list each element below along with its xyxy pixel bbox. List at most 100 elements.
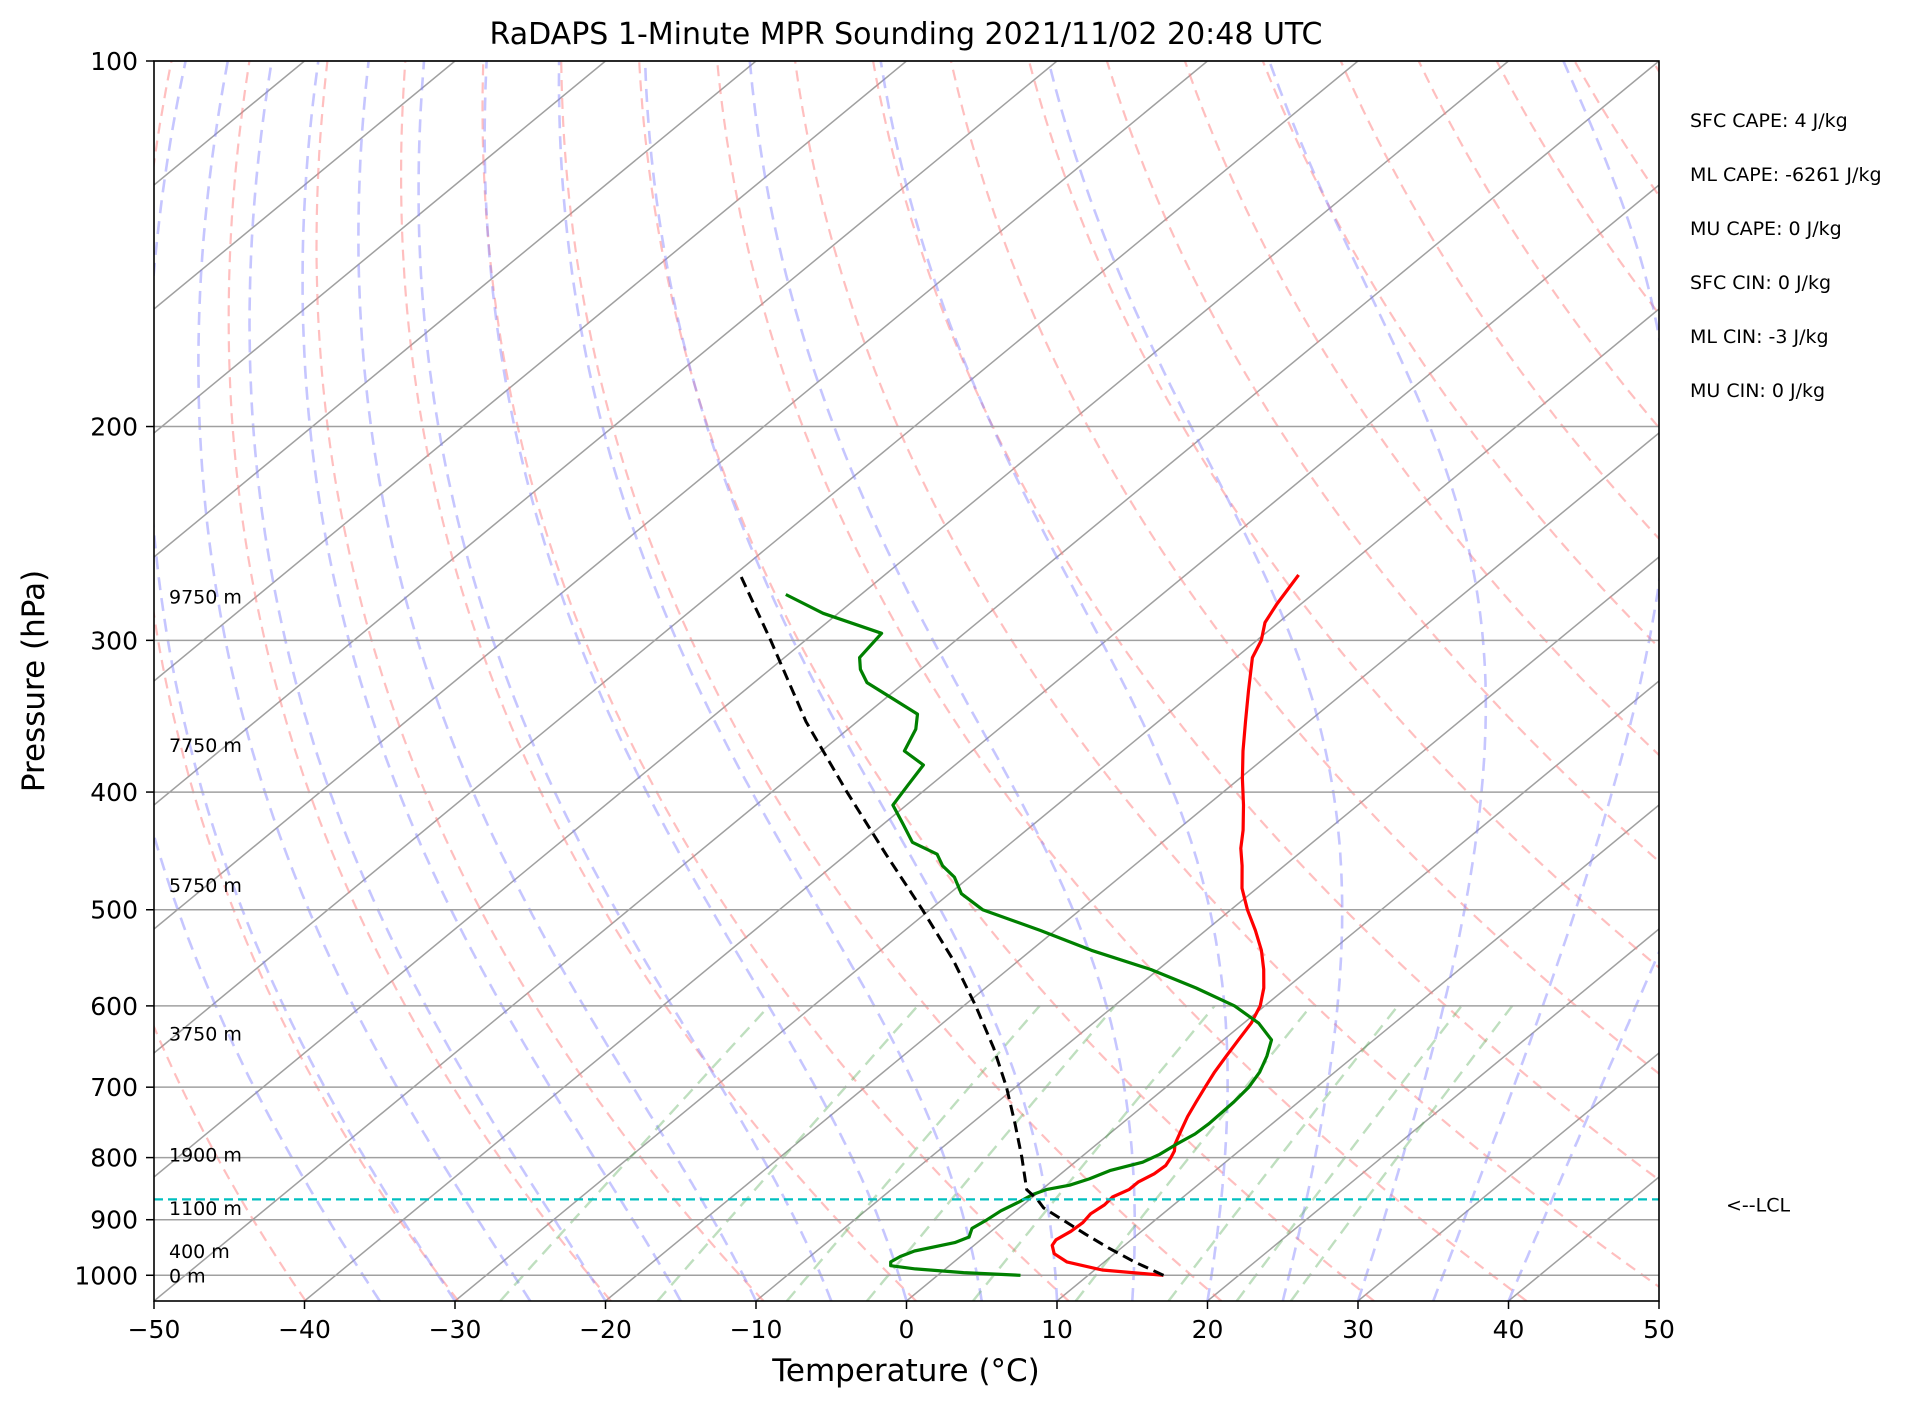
dry-adiabat-line bbox=[560, 61, 1223, 1301]
isotherm-line bbox=[605, 432, 1659, 1301]
chart-title: RaDAPS 1-Minute MPR Sounding 2021/11/02 … bbox=[490, 17, 1323, 52]
dry-adiabat-line bbox=[716, 61, 1528, 1301]
isotherm-line bbox=[1056, 804, 1659, 1301]
dewpoint-profile-line bbox=[785, 593, 1274, 1277]
y-tick-label: 100 bbox=[90, 47, 138, 76]
stat-sfc-cape: SFC CAPE: 4 J/kg bbox=[1690, 110, 1848, 132]
stat-ml-cin: ML CIN: -3 J/kg bbox=[1690, 326, 1829, 348]
x-tick-label: 50 bbox=[1643, 1315, 1675, 1344]
y-tick-label: 600 bbox=[90, 992, 138, 1021]
x-tick-label: −40 bbox=[278, 1315, 331, 1344]
isotherm-line bbox=[154, 61, 757, 558]
moist-adiabat-line bbox=[1507, 949, 1659, 1301]
height-label: 400 m bbox=[169, 1241, 230, 1263]
dry-adiabat-line bbox=[1417, 61, 1659, 430]
height-label: 7750 m bbox=[169, 735, 242, 757]
stat-ml-cape: ML CAPE: -6261 J/kg bbox=[1690, 164, 1882, 186]
background-lines bbox=[0, 61, 1922, 1301]
dry-adiabat-line bbox=[1809, 61, 1922, 1301]
moist-adiabat-line bbox=[557, 61, 984, 1301]
dry-adiabat-line bbox=[1495, 61, 1659, 316]
isotherm-line bbox=[154, 61, 907, 682]
isotherm-line bbox=[454, 308, 1659, 1301]
stat-mu-cape: MU CAPE: 0 J/kg bbox=[1690, 218, 1842, 240]
x-axis-label: Temperature (°C) bbox=[771, 1353, 1040, 1389]
temperature-profile-line bbox=[1050, 573, 1300, 1277]
isotherm-line bbox=[154, 61, 606, 434]
moist-adiabat-line bbox=[748, 61, 1136, 1301]
x-tick-label: 40 bbox=[1493, 1315, 1525, 1344]
isotherm-line bbox=[1508, 1176, 1659, 1301]
moist-adiabat-line bbox=[1432, 61, 1659, 1301]
dry-adiabat-line bbox=[154, 61, 460, 1301]
mixing-ratio-line bbox=[785, 1005, 1041, 1301]
isotherm-line bbox=[154, 61, 1359, 1054]
dry-adiabat-line bbox=[1651, 61, 1659, 74]
dry-adiabat-line bbox=[227, 61, 612, 1301]
y-tick-label: 500 bbox=[90, 896, 138, 925]
moist-adiabat-line bbox=[357, 61, 758, 1301]
x-tick-label: −10 bbox=[730, 1315, 783, 1344]
isotherm-line bbox=[154, 61, 456, 310]
moist-adiabat-line bbox=[301, 61, 682, 1301]
x-tick-label: 30 bbox=[1342, 1315, 1374, 1344]
mixing-ratio-line bbox=[1167, 1005, 1399, 1301]
height-label: 9750 m bbox=[169, 586, 242, 608]
y-tick-label: 400 bbox=[90, 778, 138, 807]
isotherm-line bbox=[906, 680, 1659, 1301]
dry-adiabat-line bbox=[638, 61, 1375, 1301]
dry-adiabat-line bbox=[1887, 61, 1922, 1301]
dry-adiabat-line bbox=[949, 61, 1659, 1075]
isotherm-line bbox=[154, 61, 1208, 930]
isotherm-line bbox=[1207, 928, 1659, 1301]
stat-mu-cin: MU CIN: 0 J/kg bbox=[1690, 380, 1826, 402]
parcel-profile-line bbox=[738, 574, 1165, 1277]
height-label: 0 m bbox=[169, 1265, 206, 1287]
dry-adiabat-line bbox=[1573, 61, 1659, 198]
mixing-ratio-line bbox=[1235, 1005, 1463, 1301]
dry-adiabat-line bbox=[481, 61, 1070, 1301]
dry-adiabat-line bbox=[154, 1024, 307, 1301]
isotherm-line bbox=[0, 61, 4, 1301]
moist-adiabat-line bbox=[643, 61, 1059, 1301]
dry-adiabat-line bbox=[315, 61, 765, 1301]
isotherm-line bbox=[1658, 1300, 1659, 1301]
dry-adiabat-line bbox=[872, 61, 1659, 1182]
height-label: 3750 m bbox=[169, 1023, 242, 1045]
dry-adiabat-line bbox=[1105, 61, 1659, 863]
x-tick-label: 10 bbox=[1041, 1315, 1073, 1344]
moist-adiabat-line bbox=[1047, 61, 1344, 1301]
dry-adiabat-line bbox=[1183, 61, 1659, 757]
mixing-ratio-line bbox=[1289, 1005, 1514, 1301]
moist-adiabat-line bbox=[197, 61, 532, 1301]
y-tick-label: 200 bbox=[90, 413, 138, 442]
isotherm-line bbox=[154, 61, 1659, 1301]
height-label: 5750 m bbox=[169, 875, 242, 897]
sounding-traces bbox=[154, 573, 1659, 1277]
height-label: 1900 m bbox=[169, 1144, 242, 1166]
isotherm-line bbox=[755, 556, 1659, 1301]
isotherm-line bbox=[1357, 1052, 1659, 1301]
stat-sfc-cin: SFC CIN: 0 J/kg bbox=[1690, 272, 1832, 294]
isotherm-line bbox=[1810, 61, 1922, 1301]
dry-adiabat-line bbox=[1261, 61, 1659, 650]
dry-adiabat-line bbox=[794, 61, 1659, 1289]
y-tick-label: 800 bbox=[90, 1144, 138, 1173]
moist-adiabat-line bbox=[417, 61, 833, 1301]
dry-adiabat-line bbox=[1731, 61, 1922, 1301]
y-tick-label: 300 bbox=[90, 626, 138, 655]
dry-adiabat-line bbox=[400, 61, 917, 1301]
mixing-ratio-line bbox=[865, 1005, 1116, 1301]
moist-adiabat-line bbox=[879, 61, 1229, 1301]
x-tick-label: 0 bbox=[899, 1315, 915, 1344]
moist-adiabat-line bbox=[1268, 61, 1488, 1301]
mixing-ratio-line bbox=[656, 1005, 919, 1301]
y-tick-label: 1000 bbox=[74, 1261, 138, 1290]
x-tick-label: −30 bbox=[429, 1315, 482, 1344]
y-tick-label: 900 bbox=[90, 1206, 138, 1235]
y-tick-label: 700 bbox=[90, 1073, 138, 1102]
isotherm-line bbox=[154, 61, 1509, 1178]
isotherm-line bbox=[154, 61, 1058, 806]
